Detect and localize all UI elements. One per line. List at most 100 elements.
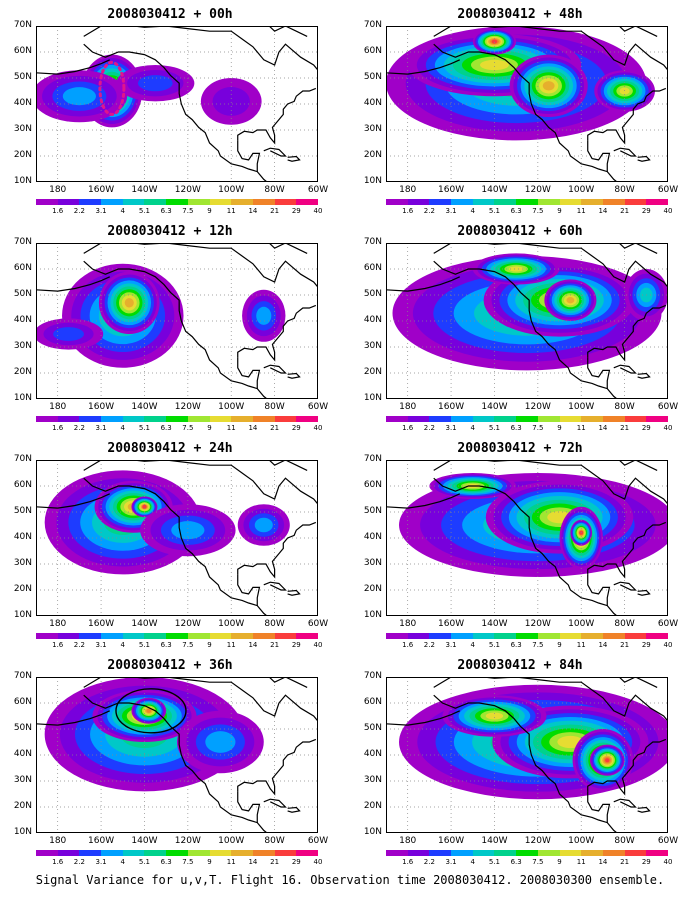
y-tick-label: 20N	[363, 584, 382, 594]
colorbar-swatch	[101, 199, 123, 205]
colorbar-swatch	[429, 199, 452, 205]
x-tick-label: 100W	[218, 402, 245, 412]
colorbar-label: 6.3	[510, 858, 522, 866]
colorbar-label: 14	[248, 424, 258, 432]
y-tick-label: 60N	[13, 697, 32, 707]
coastline-west	[83, 694, 268, 833]
colorbar-label: 40	[313, 207, 323, 215]
x-tick-label: 100W	[568, 836, 595, 846]
colorbar-label: 11	[226, 424, 236, 432]
colorbar-swatch	[101, 633, 123, 639]
x-tick-label: 180	[399, 619, 417, 629]
colorbar-label: 40	[663, 424, 673, 432]
colorbar-label: 9	[557, 641, 562, 649]
x-tick-label: 180	[49, 402, 67, 412]
colorbar-swatch	[624, 633, 647, 639]
coastline-arctic	[268, 677, 308, 688]
coastline-yucatan	[587, 791, 611, 823]
x-tick-label: 60W	[307, 619, 329, 629]
colorbar-label: 3.1	[95, 424, 107, 432]
x-tick-label: 140W	[131, 836, 158, 846]
colorbar-label: 5.1	[488, 424, 501, 432]
x-tick-label: 60W	[657, 185, 679, 195]
x-tick-label: 160W	[88, 836, 115, 846]
y-tick-label: 30N	[13, 775, 32, 785]
y-tick-label: 70N	[13, 20, 32, 30]
y-tick-label: 70N	[363, 237, 382, 247]
colorbar-label: 21	[270, 424, 280, 432]
x-tick-label: 160W	[88, 185, 115, 195]
colorbar-swatch	[296, 850, 318, 856]
colorbar-swatch	[36, 633, 58, 639]
x-tick-label: 120W	[524, 402, 551, 412]
colorbar-swatch	[429, 416, 452, 422]
colorbar-swatch	[646, 199, 668, 205]
x-tick-label: 80W	[614, 185, 635, 195]
colorbar-swatch	[122, 633, 145, 639]
coastline-hispaniola	[637, 806, 651, 813]
variance-contour	[485, 712, 504, 720]
coastline-east	[237, 304, 317, 362]
y-tick-label: 70N	[13, 454, 32, 464]
colorbar-swatch	[602, 199, 625, 205]
colorbar-label: 2.2	[73, 858, 85, 866]
colorbar-label: 14	[248, 641, 258, 649]
map-panel: 2008030412 + 48h 70N 60N 50N 40N 30N 20N 10N 180…	[350, 7, 690, 226]
coastline-hispaniola	[287, 589, 301, 596]
panel-title: 2008030412 + 60h	[457, 224, 583, 239]
colorbar-swatch	[559, 199, 582, 205]
colorbar-swatch	[274, 199, 297, 205]
y-tick-label: 50N	[363, 72, 382, 82]
x-tick-label: 100W	[568, 619, 595, 629]
y-tick-label: 60N	[13, 480, 32, 490]
x-tick-label: 140W	[481, 836, 508, 846]
colorbar-swatch	[646, 633, 668, 639]
coastline-east	[587, 304, 667, 362]
y-tick-label: 60N	[363, 46, 382, 56]
colorbar-swatch	[57, 199, 80, 205]
colorbar-label: 11	[576, 424, 586, 432]
colorbar-label: 1.6	[402, 424, 414, 432]
x-tick-label: 60W	[657, 402, 679, 412]
colorbar-swatch	[537, 850, 560, 856]
verification-region-annotation	[115, 688, 187, 734]
colorbar-swatch	[79, 199, 102, 205]
colorbar-label: 7.5	[532, 207, 544, 215]
colorbar-swatch	[57, 416, 80, 422]
y-tick-label: 70N	[363, 454, 382, 464]
colorbar-label: 7.5	[182, 207, 194, 215]
coastline-east	[237, 521, 317, 579]
map-frame	[386, 460, 668, 616]
colorbar-label: 2.2	[73, 424, 85, 432]
colorbar-label: 6.3	[160, 424, 172, 432]
colorbar-label: 3.1	[445, 424, 457, 432]
colorbar-label: 40	[313, 858, 323, 866]
colorbar-label: 40	[663, 858, 673, 866]
colorbar-swatch	[646, 850, 668, 856]
colorbar-label: 21	[620, 858, 630, 866]
colorbar-swatch	[407, 199, 430, 205]
colorbar-label: 7.5	[182, 641, 194, 649]
colorbar-swatch	[274, 850, 297, 856]
map-plot	[386, 677, 668, 833]
x-tick-label: 80W	[614, 619, 635, 629]
colorbar-swatch	[602, 850, 625, 856]
map-frame	[36, 243, 318, 399]
colorbar-label: 1.6	[402, 207, 414, 215]
colorbar	[386, 199, 668, 205]
colorbar-label: 5.1	[138, 207, 151, 215]
coastline-yucatan	[237, 791, 261, 823]
map-panel: 2008030412 + 24h 70N 60N 50N 40N 30N 20N 10N 180…	[0, 441, 340, 660]
coastline-aleutians	[36, 276, 110, 292]
colorbar-label: 3.1	[445, 858, 457, 866]
x-tick-label: 60W	[307, 402, 329, 412]
colorbar-label: 6.3	[510, 641, 522, 649]
coastline-west	[433, 260, 618, 399]
colorbar-swatch	[537, 199, 560, 205]
colorbar-swatch	[252, 199, 275, 205]
map-plot	[386, 460, 668, 616]
colorbar-label: 5.1	[488, 858, 501, 866]
colorbar-label: 1.6	[52, 424, 64, 432]
y-tick-label: 10N	[363, 827, 382, 837]
coastline-aleutians	[386, 276, 460, 292]
